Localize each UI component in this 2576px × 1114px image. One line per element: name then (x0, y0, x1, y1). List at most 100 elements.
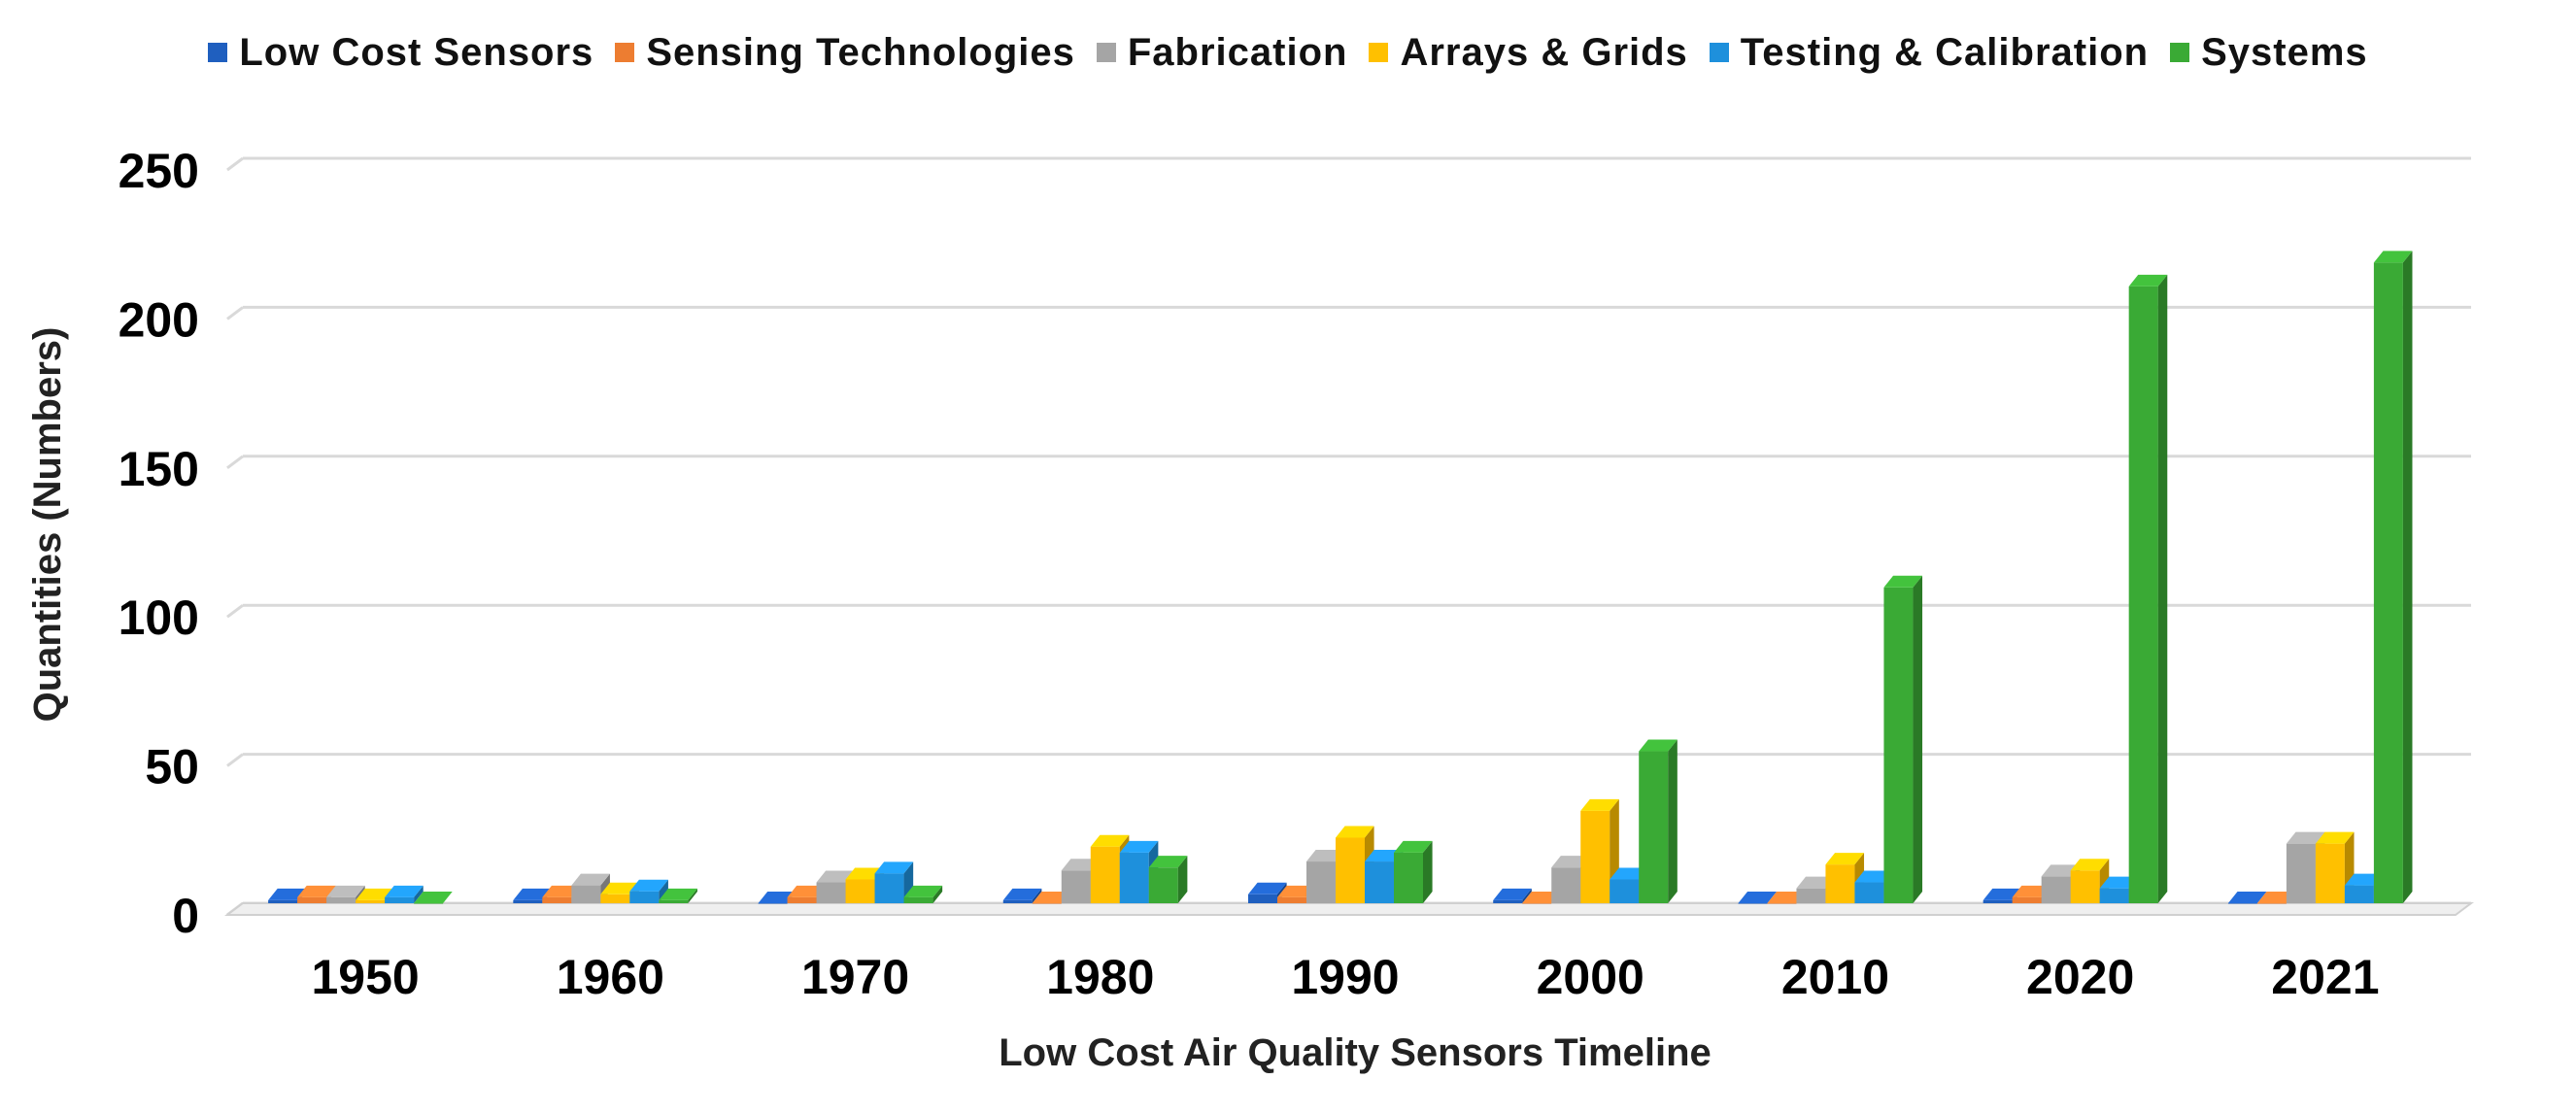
bar-arrays-and-grids-2020 (2070, 859, 2110, 903)
bar-top (1825, 853, 1865, 865)
legend-swatch (1709, 43, 1729, 62)
bar-top (845, 867, 885, 880)
legend-label: Fabrication (1127, 30, 1348, 74)
bar-top (2012, 885, 2051, 897)
bar-front (1551, 867, 1581, 903)
bar-testing-and-calibration-1950 (385, 885, 424, 903)
bar-low-cost-sensors-1970 (758, 892, 797, 904)
bar-front (1365, 861, 1394, 903)
y-tick-label: 200 (119, 292, 199, 347)
bar-systems-2021 (2373, 251, 2413, 903)
bar-top (1306, 850, 1345, 862)
legend-item-systems: Systems (2170, 31, 2368, 75)
bar-side (1668, 739, 1678, 903)
bar-front (787, 896, 817, 903)
bar-top (1248, 882, 1287, 895)
bar-front (2373, 262, 2403, 903)
legend-swatch (1369, 43, 1389, 62)
bar-top (1580, 798, 1619, 811)
y-axis-title: Quantities (Numbers) (26, 327, 69, 723)
bar-top (268, 888, 307, 900)
bar-front (1854, 882, 1884, 903)
bar-front (1796, 888, 1826, 903)
bar-top (414, 892, 453, 903)
bar-top (1336, 826, 1374, 838)
bar-sensing-technologies-2010 (1767, 892, 1807, 904)
bar-front (542, 896, 572, 903)
bar-low-cost-sensors-2021 (2227, 892, 2267, 904)
bar-side (1913, 575, 1923, 903)
bar-top (2315, 831, 2355, 844)
bar-systems-1970 (903, 885, 943, 903)
bar-front (2012, 896, 2042, 903)
y-tick-label: 150 (119, 442, 199, 496)
bar-top (2344, 873, 2384, 886)
bar-testing-and-calibration-1980 (1119, 840, 1159, 903)
bar-top (903, 885, 943, 897)
bar-low-cost-sensors-1980 (1002, 888, 1042, 903)
bar-top (2286, 831, 2325, 844)
chart-floor (224, 902, 2474, 916)
bar-top (2041, 864, 2081, 877)
bar-front (2286, 843, 2316, 903)
bar-front (2041, 876, 2071, 903)
bar-top (1002, 888, 1042, 900)
legend-label: Systems (2201, 30, 2368, 74)
bar-front (1148, 867, 1178, 903)
legend-item-arrays-and-grids: Arrays & Grids (1369, 31, 1687, 75)
bar-top (542, 885, 581, 897)
bar-side (414, 885, 424, 903)
bar-front (600, 894, 630, 903)
bar-top (1365, 850, 1404, 862)
bar-side (932, 885, 943, 903)
bar-top (326, 885, 365, 897)
bar-front (903, 896, 933, 903)
bar-systems-2010 (1883, 575, 1923, 903)
legend-label: Low Cost Sensors (239, 30, 594, 74)
bar-top (659, 888, 697, 900)
bar-front (414, 903, 444, 904)
gridline-depth (226, 604, 244, 619)
bar-front (659, 899, 689, 903)
bar-top (2070, 859, 2110, 871)
bar-front (2227, 903, 2257, 904)
bar-top (385, 885, 424, 897)
bar-front (1394, 852, 1423, 903)
bar-top (1277, 885, 1316, 897)
gridline-depth (226, 156, 244, 172)
bar-front (2256, 903, 2287, 904)
bar-front (1032, 903, 1062, 904)
bar-top (571, 873, 610, 886)
bar-top (1032, 892, 1071, 903)
legend-item-sensing-technologies: Sensing Technologies (615, 31, 1075, 75)
bar-front (1767, 903, 1797, 904)
bar-front (2344, 885, 2374, 903)
bar-top (356, 888, 394, 900)
bar-front (758, 903, 788, 904)
bar-systems-1980 (1148, 856, 1188, 903)
x-tick-label: 2021 (2271, 950, 2379, 1004)
legend-label: Arrays & Grids (1400, 30, 1688, 74)
bar-top (1394, 840, 1433, 853)
x-tick-label: 2010 (1781, 950, 1889, 1004)
bar-top (600, 882, 639, 895)
x-tick-label: 1980 (1046, 950, 1154, 1004)
bar-front (571, 885, 601, 903)
bar-front (513, 899, 543, 903)
bar-front (1522, 903, 1552, 904)
y-tick-label: 0 (172, 889, 199, 943)
legend-label: Testing & Calibration (1740, 30, 2150, 74)
legend-item-fabrication: Fabrication (1096, 30, 1348, 75)
x-axis-title: Low Cost Air Quality Sensors Timeline (999, 1031, 1712, 1074)
legend-item-low-cost-sensors: Low Cost Sensors (208, 31, 593, 75)
legend-swatch (2170, 43, 2190, 62)
y-tick-label: 100 (119, 591, 199, 645)
bar-top (1090, 834, 1130, 847)
bar-top (1738, 892, 1778, 903)
bar-front (1277, 896, 1306, 903)
bar-top (816, 870, 856, 883)
bar-top (1061, 859, 1101, 871)
x-tick-label: 1950 (311, 950, 419, 1004)
bar-front (356, 899, 386, 903)
bar-side (2157, 274, 2168, 903)
